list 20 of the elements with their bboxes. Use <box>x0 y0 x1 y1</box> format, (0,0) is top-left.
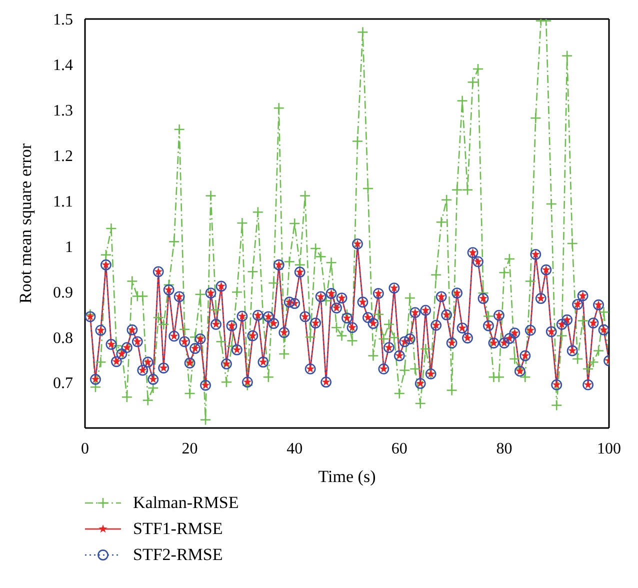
legend-label: Kalman-RMSE <box>133 493 239 513</box>
y-tick-label: 1.1 <box>53 193 73 210</box>
y-tick-label: 0.8 <box>53 330 73 347</box>
y-axis-title: Root mean square error <box>16 143 36 304</box>
y-tick-label: 0.9 <box>53 284 73 302</box>
x-tick-label: 80 <box>496 440 512 458</box>
x-tick-label: 0 <box>81 440 89 458</box>
x-axis-title: Time (s) <box>318 467 376 486</box>
y-tick-label: 1 <box>65 238 73 256</box>
x-tick-label: 100 <box>597 440 621 458</box>
legend-label: STF1-RMSE <box>133 519 223 539</box>
x-tick-label: 40 <box>286 440 303 458</box>
y-tick-label: 0.7 <box>53 375 73 392</box>
y-tick-label: 1.5 <box>53 12 73 29</box>
y-tick-label: 1.3 <box>53 102 73 120</box>
legend-label: STF2-RMSE <box>133 545 223 565</box>
x-tick-label: 60 <box>391 440 408 458</box>
y-tick-label: 1.2 <box>53 148 73 166</box>
y-tick-label: 1.4 <box>53 57 73 74</box>
x-tick-label: 20 <box>182 440 198 458</box>
